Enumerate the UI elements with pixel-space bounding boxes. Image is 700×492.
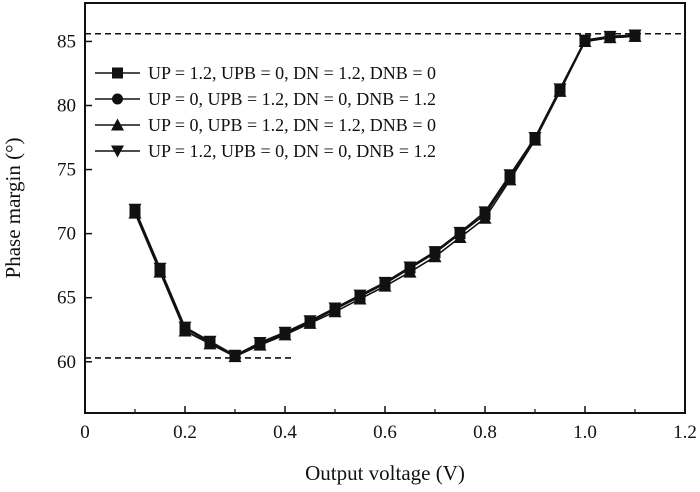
data-point <box>203 335 217 348</box>
y-axis-label: Phase margin (°) <box>1 138 25 279</box>
x-tick-label: 0.8 <box>473 422 497 443</box>
x-tick-label: 0.4 <box>273 422 297 443</box>
x-axis-ticks: 0 0.2 0.4 0.6 0.8 1.0 1.2 <box>80 406 697 443</box>
series-4 <box>128 29 642 362</box>
data-point <box>178 321 192 334</box>
data-point <box>578 34 592 47</box>
legend-label: UP = 1.2, UPB = 0, DN = 0, DNB = 1.2 <box>148 141 436 161</box>
data-point <box>478 206 492 219</box>
legend-label: UP = 0, UPB = 1.2, DN = 1.2, DNB = 0 <box>148 115 436 135</box>
legend-marker <box>112 93 123 105</box>
data-point <box>353 289 367 302</box>
data-point <box>378 276 392 289</box>
y-axis-ticks: 60 65 70 75 80 85 <box>57 31 92 373</box>
legend-marker <box>111 118 124 131</box>
data-point <box>278 326 292 339</box>
data-point <box>503 169 517 182</box>
legend-marker <box>111 145 124 158</box>
y-tick-label: 65 <box>57 288 76 309</box>
y-tick-label: 75 <box>57 160 76 181</box>
y-tick-label: 85 <box>57 31 76 52</box>
reference-lines <box>85 32 685 359</box>
series-line <box>134 34 636 357</box>
x-axis-label: Output voltage (V) <box>305 461 465 485</box>
y-tick-label: 60 <box>57 352 76 373</box>
data-point <box>528 132 542 145</box>
legend-item-2: UP = 0, UPB = 1.2, DN = 0, DNB = 1.2 <box>95 89 436 109</box>
data-point <box>603 30 617 43</box>
data-point <box>553 83 567 96</box>
data-point <box>128 203 142 216</box>
legend-item-3: UP = 0, UPB = 1.2, DN = 1.2, DNB = 0 <box>95 115 436 135</box>
legend-item-1: UP = 1.2, UPB = 0, DN = 1.2, DNB = 0 <box>95 63 436 83</box>
series-layer <box>128 29 642 363</box>
legend-label: UP = 1.2, UPB = 0, DN = 1.2, DNB = 0 <box>148 63 436 83</box>
data-point <box>428 246 442 259</box>
data-point <box>253 337 267 350</box>
legend: UP = 1.2, UPB = 0, DN = 1.2, DNB = 0 UP =… <box>95 63 436 161</box>
x-tick-label: 0.2 <box>173 422 197 443</box>
legend-marker <box>112 67 123 79</box>
data-point <box>628 29 642 42</box>
legend-item-4: UP = 1.2, UPB = 0, DN = 0, DNB = 1.2 <box>95 141 436 161</box>
x-tick-label: 1.0 <box>573 422 597 443</box>
x-tick-label: 0 <box>80 422 90 443</box>
x-tick-label: 0.6 <box>373 422 397 443</box>
data-point <box>153 262 167 275</box>
legend-label: UP = 0, UPB = 1.2, DN = 0, DNB = 1.2 <box>148 89 436 109</box>
data-point <box>303 315 317 328</box>
y-tick-label: 80 <box>57 96 76 117</box>
data-point <box>228 349 242 362</box>
x-tick-label: 1.2 <box>673 422 697 443</box>
data-point <box>453 226 467 239</box>
data-point <box>328 302 342 315</box>
data-point <box>403 261 417 274</box>
y-tick-label: 70 <box>57 224 76 245</box>
